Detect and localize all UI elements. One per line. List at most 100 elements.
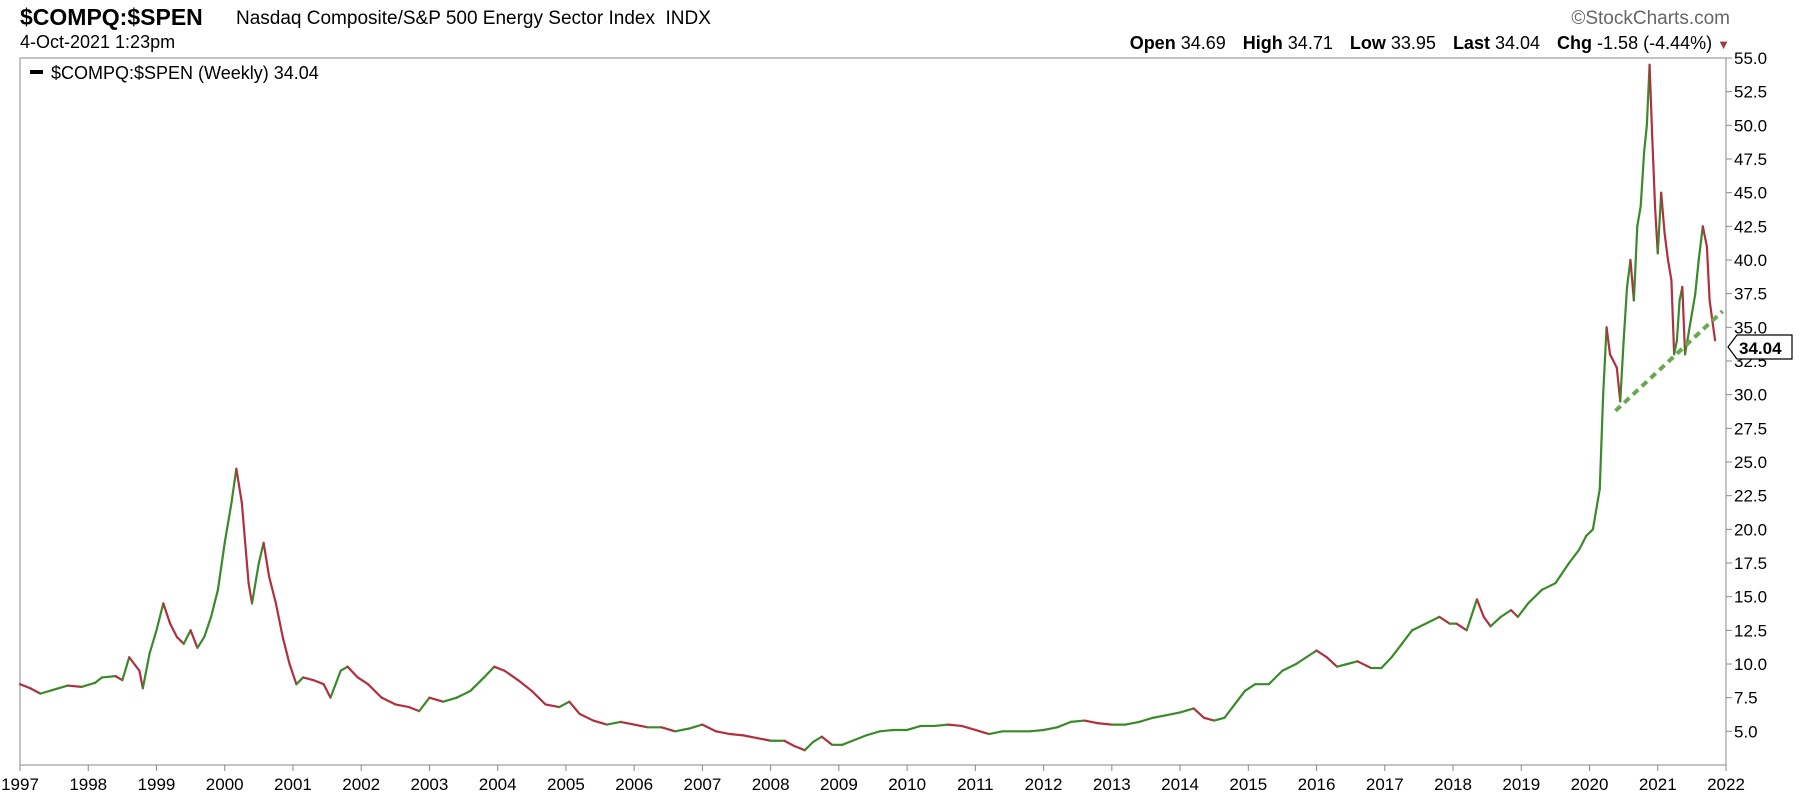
chg-value: -1.58 (-4.44%)	[1597, 33, 1713, 53]
x-tick-label: 2005	[547, 775, 585, 794]
trendline	[1614, 309, 1724, 413]
legend-label: $COMPQ:$SPEN (Weekly) 34.04	[51, 63, 319, 83]
price-segment	[1648, 63, 1654, 140]
price-segment	[1598, 393, 1605, 491]
price-segment	[592, 719, 608, 726]
price-tag-box	[1727, 334, 1793, 360]
legend: $COMPQ:$SPEN (Weekly) 34.04	[30, 63, 319, 83]
y-tick-label: 30.0	[1734, 386, 1767, 405]
x-tick-label: 2021	[1639, 775, 1677, 794]
price-segment	[346, 665, 359, 679]
price-segment	[1675, 299, 1681, 342]
price-segment	[1243, 683, 1257, 693]
price-segment	[1325, 656, 1339, 668]
price-tag-label: 34.04	[1739, 339, 1782, 358]
price-segment	[80, 681, 97, 688]
price-segment	[274, 602, 284, 639]
price-segment	[701, 723, 718, 733]
price-segment	[196, 635, 206, 649]
price-segment	[281, 635, 291, 666]
price-segment	[1028, 728, 1045, 733]
price-segment	[1622, 285, 1629, 342]
price-segment	[1578, 534, 1588, 551]
price-segment	[1233, 689, 1247, 706]
y-tick-label: 35.0	[1734, 318, 1767, 337]
price-segment	[295, 676, 305, 686]
price-segment	[312, 679, 325, 686]
x-tick-label: 2012	[1025, 775, 1063, 794]
x-tick-label: 2008	[752, 775, 790, 794]
x-tick-label: 1999	[138, 775, 176, 794]
price-segment	[230, 467, 238, 504]
price-segment	[162, 602, 172, 625]
quote-summary: Open 34.69 High 34.71 Low 33.95 Last 34.…	[1130, 33, 1730, 54]
price-segment	[578, 712, 595, 722]
price-segment	[469, 676, 486, 693]
price-segment	[1165, 711, 1182, 717]
y-tick-label: 25.0	[1734, 453, 1767, 472]
price-segment	[209, 588, 219, 618]
price-segment	[1267, 669, 1284, 686]
price-segment	[394, 703, 411, 709]
y-tick-label: 37.5	[1734, 285, 1767, 304]
price-segment	[1346, 660, 1359, 666]
price-segment	[155, 602, 165, 632]
price-segment	[1213, 716, 1226, 722]
price-segment	[820, 735, 834, 746]
price-segment	[1465, 598, 1479, 632]
low-value: 33.95	[1390, 33, 1436, 53]
open-value: 34.69	[1180, 33, 1226, 53]
x-tick-label: 2016	[1298, 775, 1336, 794]
index-description: Nasdaq Composite/S&P 500 Energy Sector I…	[236, 8, 655, 29]
price-segment	[175, 635, 185, 645]
price-segment	[329, 669, 342, 699]
plot-frame	[19, 57, 1727, 766]
chart-subtitle: Nasdaq Composite/S&P 500 Energy Sector I…	[236, 8, 711, 30]
price-segment	[1400, 629, 1414, 645]
y-tick-label: 12.5	[1734, 621, 1767, 640]
price-segment	[1591, 487, 1601, 531]
price-segment	[544, 703, 561, 709]
price-segment	[267, 575, 277, 605]
price-segment	[517, 679, 533, 693]
price-segment	[240, 501, 247, 544]
y-tick-label: 50.0	[1734, 116, 1767, 135]
price-segment	[1097, 722, 1113, 726]
price-segment	[1527, 588, 1543, 605]
price-segment	[633, 723, 649, 729]
price-segment	[100, 675, 117, 679]
low-label: Low	[1349, 33, 1386, 53]
price-segment	[302, 676, 315, 682]
price-segment	[1694, 258, 1700, 295]
price-segment	[1602, 326, 1608, 396]
price-segment	[1608, 353, 1618, 369]
price-segment	[428, 696, 445, 703]
price-segment	[1356, 660, 1373, 670]
price-segment	[250, 561, 260, 605]
price-segment	[933, 723, 950, 728]
price-segment	[946, 723, 963, 728]
brand-credit: ©StockCharts.com	[1571, 8, 1730, 29]
price-segment	[235, 467, 243, 504]
price-segment	[865, 730, 881, 737]
price-segment	[1656, 191, 1663, 255]
price-segment	[121, 656, 131, 682]
y-tick-label: 27.5	[1734, 419, 1767, 438]
price-segment	[1705, 245, 1711, 302]
price-segment	[482, 665, 496, 679]
price-segment	[93, 676, 103, 684]
y-axis: 5.0 7.5 10.0 12.5 15.0 17.5 20.0 22.5 25.0 27.5 30…	[1726, 49, 1767, 741]
price-segment	[841, 739, 854, 746]
price-segment	[1390, 642, 1403, 659]
y-tick-label: 52.5	[1734, 83, 1767, 102]
x-tick-label: 2019	[1502, 775, 1540, 794]
down-triangle-icon: ▼	[1717, 37, 1730, 52]
price-segment	[1380, 656, 1393, 670]
open-label: Open	[1129, 33, 1176, 53]
price-segment	[1315, 649, 1328, 659]
price-segment	[1410, 622, 1427, 632]
x-tick-label: 2007	[683, 775, 721, 794]
price-segment	[1690, 292, 1697, 315]
last-price-tag: 34.04	[1727, 334, 1793, 360]
